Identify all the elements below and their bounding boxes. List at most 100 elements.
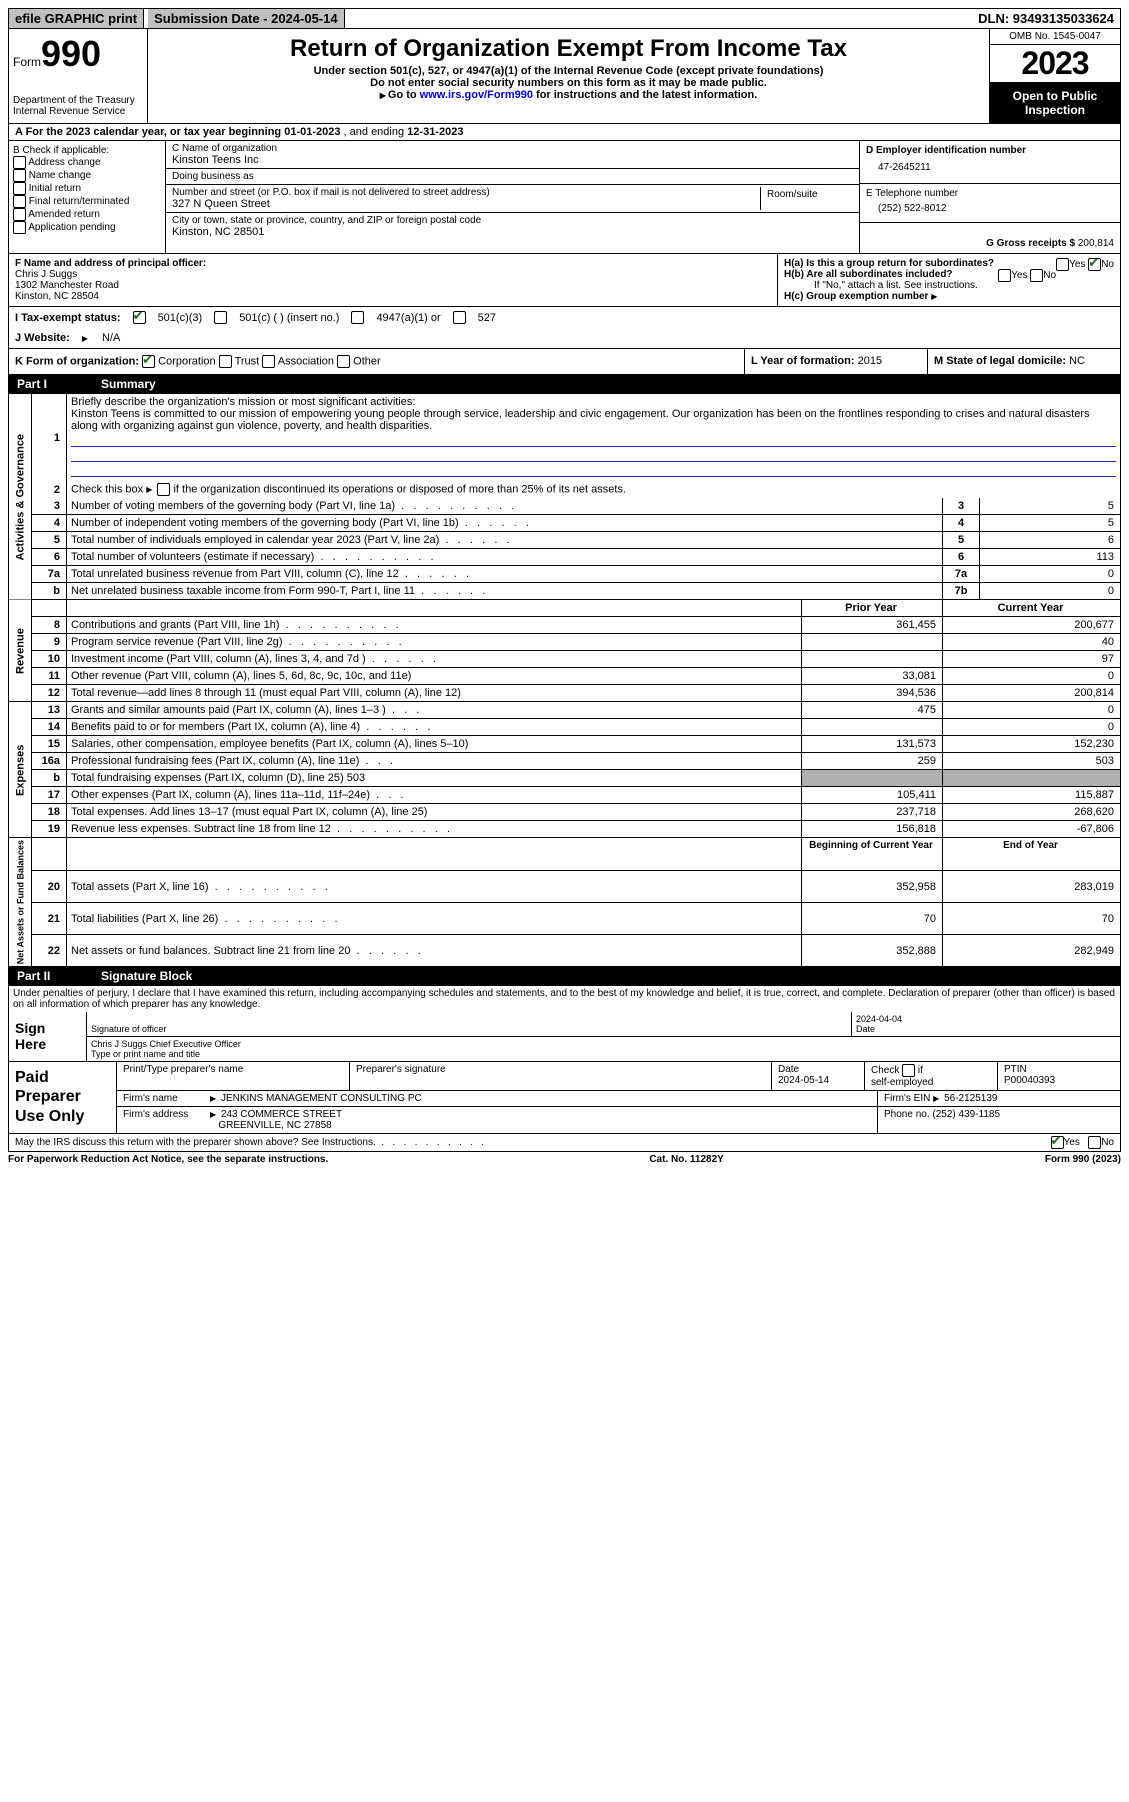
other-label: Other (353, 355, 381, 367)
prep-sig-label: Preparer's signature (350, 1062, 772, 1090)
checkbox-icon[interactable] (13, 221, 26, 234)
line-value: 6 (980, 532, 1121, 549)
desc-text: Investment income (Part VIII, column (A)… (71, 653, 366, 665)
city-cell: City or town, state or province, country… (166, 213, 859, 240)
irs-link[interactable]: www.irs.gov/Form990 (420, 89, 533, 101)
line-desc: Number of voting members of the governin… (67, 498, 943, 515)
checkbox-icon[interactable] (13, 156, 26, 169)
line-value: 5 (980, 515, 1121, 532)
dots-icon (370, 789, 404, 801)
prior-value: 352,888 (802, 935, 943, 967)
checkbox-icon[interactable] (453, 311, 466, 324)
no-label: No (1101, 1137, 1114, 1148)
line-num (32, 838, 67, 871)
city-value: Kinston, NC 28501 (172, 226, 853, 238)
current-year-header: Current Year (943, 600, 1121, 617)
table-row: 11Other revenue (Part VIII, column (A), … (9, 668, 1121, 685)
checkbox-icon[interactable] (1030, 269, 1043, 282)
checkbox-icon[interactable] (351, 311, 364, 324)
addr-row: Firm's address 243 COMMERCE STREET GREEN… (117, 1107, 1120, 1133)
arrow-icon (210, 1109, 218, 1120)
sign-block: Sign Here Signature of officer 2024-04-0… (8, 1012, 1121, 1062)
discuss-question: May the IRS discuss this return with the… (15, 1137, 376, 1148)
checkbox-icon[interactable] (214, 311, 227, 324)
checkbox-icon[interactable] (13, 182, 26, 195)
dots-icon (350, 945, 420, 957)
line-num: 4 (32, 515, 67, 532)
check-amended: Amended return (13, 208, 161, 221)
checkbox-icon[interactable] (13, 195, 26, 208)
dots-icon (359, 755, 393, 767)
checkbox-icon[interactable] (337, 355, 350, 368)
ptin-value: P00040393 (1004, 1075, 1055, 1086)
line-num: 9 (32, 634, 67, 651)
line-num: 15 (32, 736, 67, 753)
prep-date: Date2024-05-14 (772, 1062, 865, 1090)
ptin-label: PTIN (1004, 1064, 1027, 1075)
checkbox-icon[interactable] (262, 355, 275, 368)
box-num: 7a (943, 566, 980, 583)
eoy-header: End of Year (943, 838, 1121, 871)
checkbox-icon[interactable] (219, 355, 232, 368)
checkbox-icon[interactable] (1088, 258, 1101, 271)
checkbox-icon[interactable] (13, 208, 26, 221)
table-row: bTotal fundraising expenses (Part IX, co… (9, 770, 1121, 787)
shaded-cell (943, 770, 1121, 787)
4947-label: 4947(a)(1) or (376, 312, 440, 324)
mission-label: Briefly describe the organization's miss… (71, 396, 415, 408)
line-desc (67, 838, 802, 871)
side-net-assets: Net Assets or Fund Balances (9, 838, 32, 967)
officer-addr2: Kinston, NC 28504 (15, 291, 99, 302)
f-label: F Name and address of principal officer: (15, 258, 206, 269)
checkbox-icon[interactable] (1051, 1136, 1064, 1149)
curr-value: 70 (943, 903, 1121, 935)
line-num: b (32, 583, 67, 600)
checkbox-icon[interactable] (1056, 258, 1069, 271)
table-row: 10Investment income (Part VIII, column (… (9, 651, 1121, 668)
subtitle-2: Do not enter social security numbers on … (152, 77, 985, 89)
line-num: 17 (32, 787, 67, 804)
firm-name: JENKINS MANAGEMENT CONSULTING PC (204, 1091, 878, 1106)
line-desc: Revenue less expenses. Subtract line 18 … (67, 821, 802, 838)
hb-note: If "No," attach a list. See instructions… (784, 280, 1114, 291)
checkbox-icon[interactable] (157, 483, 170, 496)
mission-text: Kinston Teens is committed to our missio… (71, 408, 1090, 432)
checkbox-icon[interactable] (1088, 1136, 1101, 1149)
table-row: Expenses13Grants and similar amounts pai… (9, 702, 1121, 719)
line-desc: Other revenue (Part VIII, column (A), li… (67, 668, 802, 685)
prior-year-header: Prior Year (802, 600, 943, 617)
table-row: 6 Total number of volunteers (estimate i… (9, 549, 1121, 566)
ein-value: 47-2645211 (866, 156, 1114, 179)
checkbox-icon[interactable] (133, 311, 146, 324)
table-row: 22Net assets or fund balances. Subtract … (9, 935, 1121, 967)
line-desc: Net assets or fund balances. Subtract li… (67, 935, 802, 967)
mission-line (71, 434, 1116, 447)
dots-icon (376, 1137, 484, 1148)
ha: H(a) Is this a group return for subordin… (784, 258, 1114, 269)
checkbox-icon[interactable] (902, 1064, 915, 1077)
ptin: PTINP00040393 (998, 1062, 1120, 1090)
box-num: 5 (943, 532, 980, 549)
checkbox-icon[interactable] (142, 355, 155, 368)
m-label: M State of legal domicile: (934, 355, 1066, 367)
checkbox-icon[interactable] (998, 269, 1011, 282)
arrow-icon (931, 291, 939, 302)
line-desc: Total fundraising expenses (Part IX, col… (67, 770, 802, 787)
group-return: H(a) Is this a group return for subordin… (778, 254, 1120, 306)
line-desc: Total expenses. Add lines 13–17 (must eq… (67, 804, 802, 821)
firm-row: Firm's name JENKINS MANAGEMENT CONSULTIN… (117, 1091, 1120, 1107)
line-desc: Investment income (Part VIII, column (A)… (67, 651, 802, 668)
prep-name-label: Print/Type preparer's name (117, 1062, 350, 1090)
line-num: 16a (32, 753, 67, 770)
part2-header: Part II Signature Block (8, 967, 1121, 986)
org-name-label: C Name of organization (172, 143, 853, 154)
table-row: 8Contributions and grants (Part VIII, li… (9, 617, 1121, 634)
check-address: Address change (13, 156, 161, 169)
shaded-cell (802, 770, 943, 787)
checkbox-icon[interactable] (13, 169, 26, 182)
officer-name-cell: Chris J Suggs Chief Executive OfficerTyp… (87, 1037, 1120, 1061)
boy-header: Beginning of Current Year (802, 838, 943, 871)
curr-value: 97 (943, 651, 1121, 668)
dots-icon (314, 551, 433, 563)
dots-icon (283, 636, 402, 648)
